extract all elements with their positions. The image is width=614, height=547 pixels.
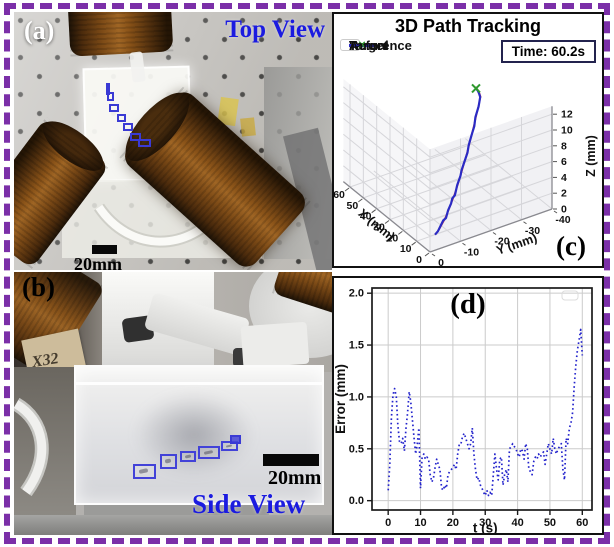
water-tank-side	[74, 365, 324, 505]
tracking-box	[130, 133, 141, 141]
water-line	[76, 382, 322, 385]
tube-side	[14, 397, 49, 497]
svg-text:-10: -10	[464, 246, 479, 258]
svg-text:0: 0	[385, 517, 391, 529]
svg-text:30: 30	[373, 222, 385, 234]
svg-text:50: 50	[544, 517, 556, 529]
svg-text:40: 40	[511, 517, 523, 529]
svg-text:10: 10	[561, 125, 573, 137]
scale-bar	[92, 245, 117, 254]
plot-title: 3D Path Tracking	[394, 16, 542, 36]
tracking-box	[109, 104, 119, 112]
time-annotation: Time: 60.2s	[500, 40, 596, 63]
svg-text:Error (mm): Error (mm)	[334, 364, 348, 434]
svg-text:0: 0	[416, 254, 422, 266]
panel-a-label: (a)	[24, 16, 55, 45]
tracking-box	[123, 123, 133, 131]
svg-text:12: 12	[561, 109, 573, 121]
panel-c-3d-path-tracking: 0 10 20 30 40 50 60 0 -10 -20 -30 -40 0 2 4 6 8 10 12 X (mm…	[332, 12, 604, 268]
svg-text:40: 40	[360, 211, 372, 223]
legend-label: Target	[349, 37, 388, 53]
panel-d-label: (d)	[450, 288, 486, 320]
svg-text:6: 6	[561, 156, 567, 168]
panel-a-top-view-photo: 20mm (a) Top View	[14, 12, 332, 270]
target-x-marker-icon: ×	[358, 37, 366, 52]
svg-text:2: 2	[561, 188, 567, 200]
svg-text:0.0: 0.0	[349, 495, 364, 507]
svg-text:0.5: 0.5	[349, 443, 364, 455]
electromagnet-coil-top	[67, 12, 174, 57]
svg-text:50: 50	[347, 200, 359, 212]
svg-text:20: 20	[447, 517, 459, 529]
svg-text:8: 8	[561, 140, 567, 152]
legend-label: Actual	[349, 37, 389, 53]
tracking-box	[198, 446, 220, 459]
tracking-box	[107, 92, 114, 101]
svg-text:60: 60	[576, 517, 588, 529]
legend: Reference Actual × Target	[340, 38, 412, 53]
svg-text:20: 20	[386, 232, 398, 244]
svg-text:0: 0	[561, 204, 567, 216]
tracking-box	[221, 441, 238, 451]
table-surface	[14, 515, 332, 535]
svg-text:2.0: 2.0	[349, 288, 364, 300]
top-view-label: Top View	[225, 16, 325, 43]
panel-c-label: (c)	[556, 231, 586, 261]
svg-text:1.0: 1.0	[349, 391, 364, 403]
kapton-block-2	[240, 117, 256, 137]
actual-line-icon	[349, 43, 375, 47]
svg-text:-40: -40	[555, 214, 570, 226]
svg-text:10: 10	[414, 517, 426, 529]
tracking-box	[230, 435, 241, 444]
tracking-box	[160, 454, 177, 469]
svg-text:1.5: 1.5	[349, 340, 364, 352]
svg-text:4: 4	[561, 172, 567, 184]
shadow-blob	[134, 392, 254, 477]
scale-label: 20mm	[268, 467, 322, 489]
svg-text:0: 0	[438, 257, 444, 266]
panel-d-error-plot: 0 10 20 30 40 50 60 0.0 0.5 1.0 1.5 2.0 t (s) Error (…	[332, 276, 604, 535]
svg-text:Z (mm): Z (mm)	[584, 135, 598, 177]
svg-text:-20: -20	[494, 236, 509, 248]
svg-text:-30: -30	[525, 225, 540, 237]
tracking-box	[133, 464, 156, 479]
tracking-box	[180, 451, 196, 462]
side-view-label: Side View	[192, 489, 306, 519]
svg-text:t (s): t (s)	[473, 521, 498, 534]
tracking-box	[117, 114, 126, 122]
legend-label: Reference	[349, 37, 412, 53]
svg-text:60: 60	[334, 189, 345, 201]
svg-text:10: 10	[400, 243, 412, 255]
panel-b-label: (b)	[22, 272, 55, 302]
svg-text:30: 30	[479, 517, 491, 529]
scale-label: 20mm	[74, 254, 122, 270]
scale-bar	[263, 454, 319, 466]
error-plot: 0 10 20 30 40 50 60 0.0 0.5 1.0 1.5 2.0 t (s) Error (…	[334, 287, 593, 534]
tracking-box	[138, 139, 151, 147]
panel-b-side-view-photo: X32 20mm (b) Side View	[14, 272, 332, 535]
